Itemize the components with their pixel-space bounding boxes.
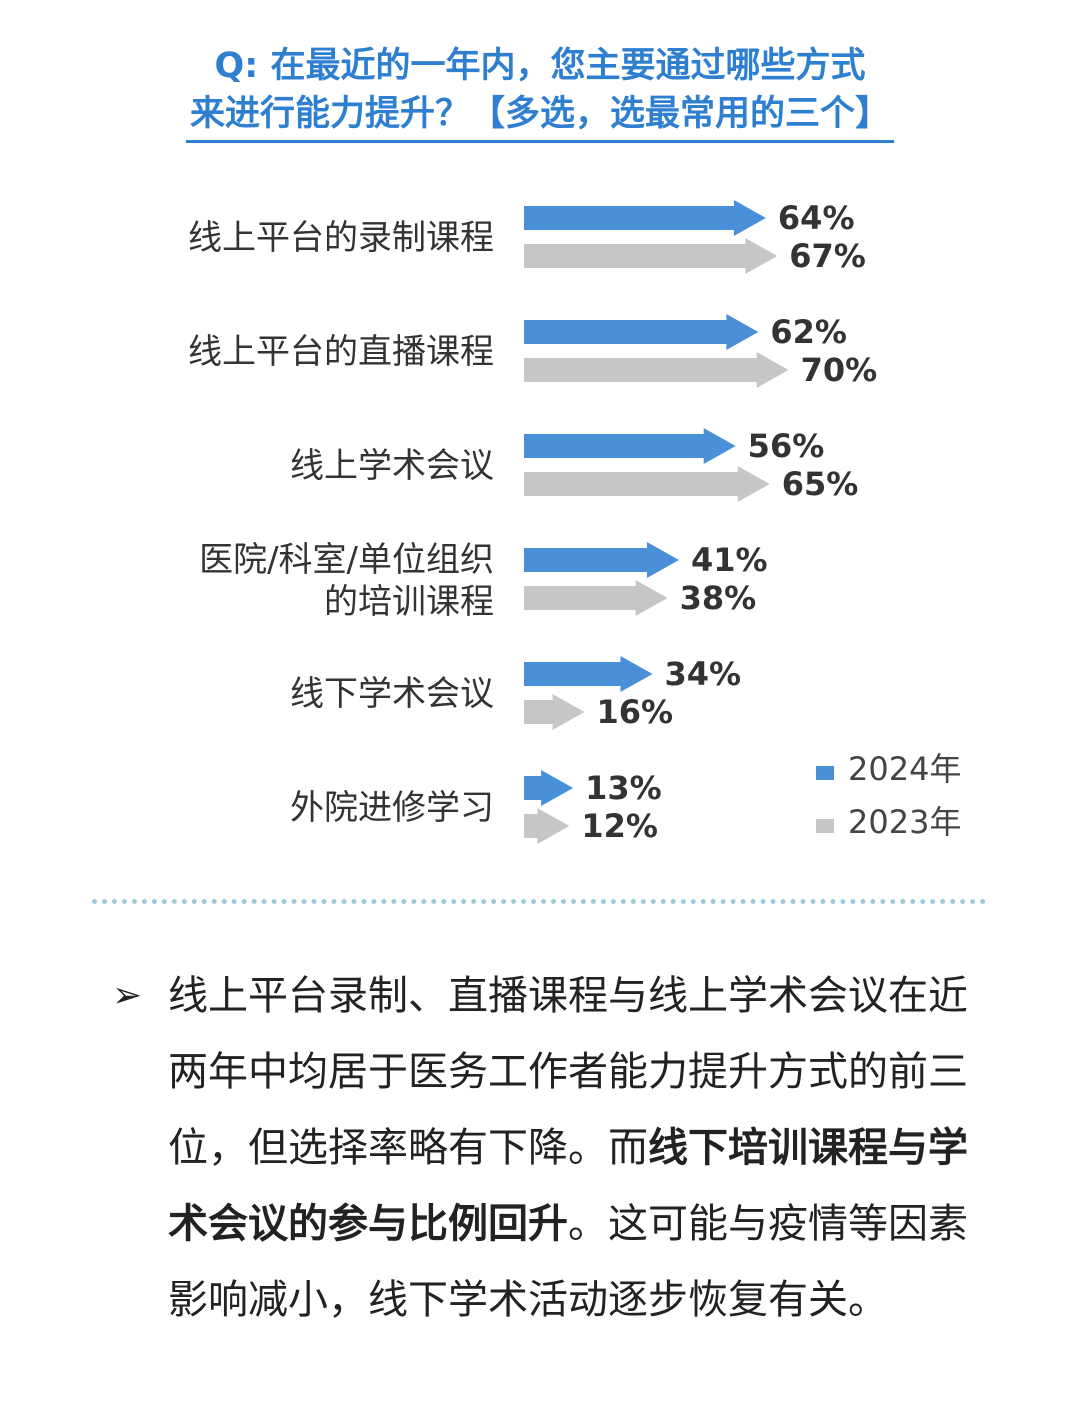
bar-2023 bbox=[524, 466, 770, 502]
bar-chart: 线上平台的录制课程 64%67% 线上平台的直播课程 62%70% 线上学术会议 56%6… bbox=[188, 199, 961, 845]
bar-2024 bbox=[524, 314, 759, 350]
bar-2023 bbox=[524, 694, 585, 730]
data-label: 16% bbox=[596, 693, 673, 731]
category-label-line: 医院/科室/单位组织 bbox=[199, 540, 494, 580]
data-label: 56% bbox=[748, 427, 825, 465]
data-label: 64% bbox=[778, 199, 855, 237]
data-label: 12% bbox=[581, 807, 658, 845]
category-label: 外院进修学习 bbox=[290, 788, 494, 828]
summary-paragraph: ➢ 线上平台录制、直播课程与线上学术会议在近两年中均居于医务工作者能力提升方式的… bbox=[112, 958, 972, 1338]
data-label: 34% bbox=[665, 655, 742, 693]
data-label: 65% bbox=[782, 465, 859, 503]
bar-2023 bbox=[524, 352, 789, 388]
data-label: 62% bbox=[770, 313, 847, 351]
category-label: 医院/科室/单位组织的培训课程 bbox=[199, 540, 494, 622]
legend-swatch bbox=[816, 766, 834, 780]
legend-label: 2024年 bbox=[848, 750, 961, 788]
bar-2024 bbox=[524, 542, 679, 578]
summary-part-1: 线上平台录制、直播课程与线上学术会议在近两年中均居于医务工作者能力提升方式的前三… bbox=[168, 973, 968, 1171]
bar-2024 bbox=[524, 428, 736, 464]
data-label: 38% bbox=[680, 579, 757, 617]
chart-question: Q: 在最近的一年内，您主要通过哪些方式 来进行能力提升？【多选，选最常用的三个… bbox=[0, 42, 1080, 143]
bar-2024 bbox=[524, 770, 574, 806]
category-label: 线上平台的直播课程 bbox=[188, 332, 494, 372]
data-label: 67% bbox=[789, 237, 866, 275]
arrow-bullet-icon: ➢ bbox=[112, 975, 143, 1016]
summary-part-2: 。这可能与疫情等因素影响减小，线下学术活动逐步恢复有关。 bbox=[168, 1201, 968, 1323]
category-label-line: 的培训课程 bbox=[324, 582, 494, 622]
data-label: 41% bbox=[691, 541, 768, 579]
bar-2023 bbox=[524, 580, 668, 616]
legend-swatch bbox=[816, 819, 834, 833]
question-line-1: Q: 在最近的一年内，您主要通过哪些方式 bbox=[214, 46, 866, 86]
bar-2023 bbox=[524, 238, 778, 274]
data-label: 13% bbox=[585, 769, 662, 807]
dotted-divider bbox=[92, 899, 986, 904]
bar-2023 bbox=[524, 808, 570, 844]
summary-highlight: 线下培训课程与学术会议的参与比例回升 bbox=[168, 1125, 968, 1247]
question-line-2: 来进行能力提升？【多选，选最常用的三个】 bbox=[185, 90, 894, 143]
category-label: 线下学术会议 bbox=[290, 674, 494, 714]
summary-text: 线上平台录制、直播课程与线上学术会议在近两年中均居于医务工作者能力提升方式的前三… bbox=[168, 958, 972, 1338]
legend-label: 2023年 bbox=[848, 803, 961, 841]
data-label: 70% bbox=[801, 351, 878, 389]
bar-2024 bbox=[524, 656, 653, 692]
category-label: 线上学术会议 bbox=[290, 446, 494, 486]
bar-2024 bbox=[524, 200, 766, 236]
category-label: 线上平台的录制课程 bbox=[188, 218, 494, 258]
